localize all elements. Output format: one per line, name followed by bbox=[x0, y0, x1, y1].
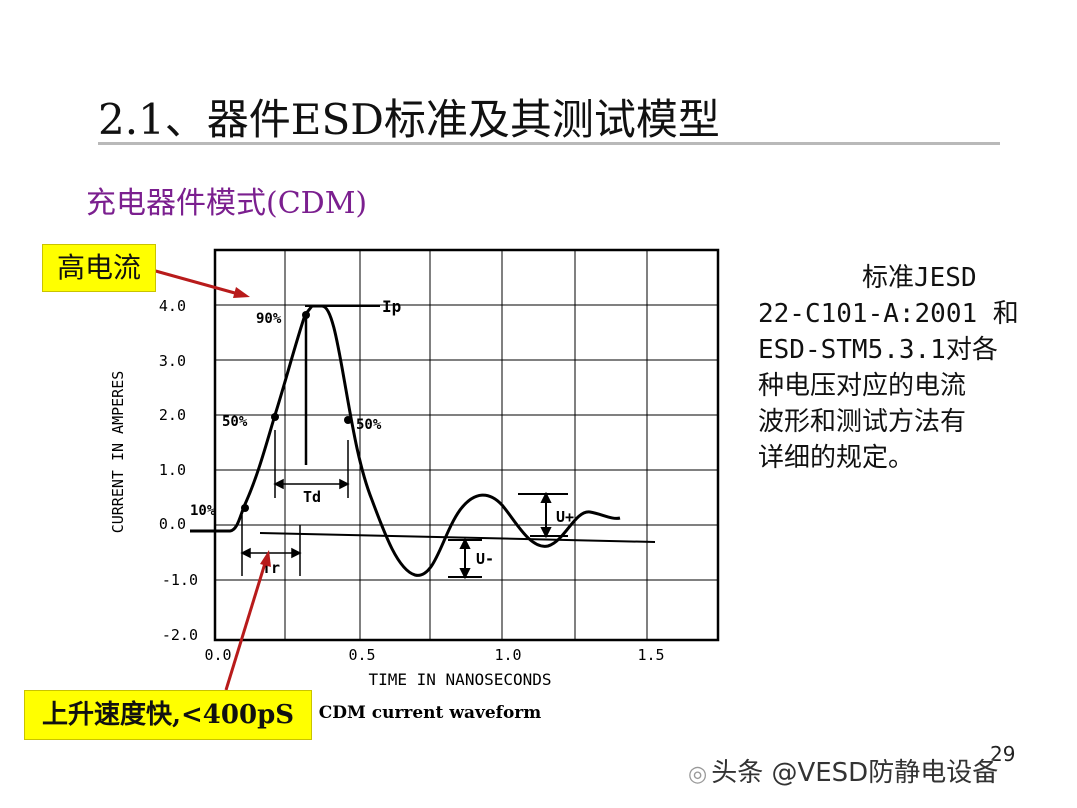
grid bbox=[213, 248, 720, 642]
callout-arrows bbox=[151, 268, 271, 691]
point-50-right-marker bbox=[344, 416, 352, 424]
title-divider bbox=[98, 142, 1000, 145]
waveform-curve bbox=[190, 304, 621, 577]
u-minus-dimension bbox=[448, 537, 482, 580]
description-line: 22-C101-A:2001 和 bbox=[758, 299, 1019, 329]
x-axis-title: TIME IN NANOSECONDS bbox=[368, 670, 551, 689]
y-tick-label: 4.0 bbox=[159, 297, 186, 315]
description-line: 波形和测试方法有 bbox=[758, 407, 967, 437]
watermark: ◎ 头条 @VESD防静电设备 bbox=[688, 752, 998, 789]
description-line: 标准JESD bbox=[862, 263, 977, 293]
label-10: 10% bbox=[190, 503, 216, 519]
x-tick-label: 1.0 bbox=[494, 646, 521, 664]
baseline-line bbox=[259, 532, 656, 543]
td-label: Td bbox=[303, 488, 321, 506]
point-10-marker bbox=[241, 504, 249, 512]
label-90: 90% bbox=[256, 311, 282, 327]
x-tick-label: 0.0 bbox=[204, 646, 231, 664]
u-plus-dimension bbox=[518, 491, 568, 539]
y-tick-label: 0.0 bbox=[159, 515, 186, 533]
section-title: 充电器件模式(CDM) bbox=[86, 186, 368, 221]
td-dimension bbox=[273, 430, 350, 498]
figure-caption: CDM current waveform bbox=[319, 703, 542, 723]
u-plus-label: U+ bbox=[556, 508, 574, 526]
label-50-right: 50% bbox=[356, 417, 382, 433]
toutiao-icon: ◎ bbox=[688, 762, 708, 787]
description-line: 详细的规定。 bbox=[758, 443, 915, 473]
y-tick-label: 2.0 bbox=[159, 406, 186, 424]
ip-label: Ip bbox=[382, 297, 401, 316]
watermark-text: 头条 @VESD防静电设备 bbox=[711, 758, 999, 788]
y-tick-label: 3.0 bbox=[159, 352, 186, 370]
high-current-callout: 高电流 bbox=[42, 244, 156, 292]
label-50-left: 50% bbox=[222, 414, 248, 430]
slide-title: 2.1、器件ESD标准及其测试模型 bbox=[98, 95, 720, 144]
standard-description: 标准JESD 22-C101-A:2001 和 ESD-STM5.3.1对各 种… bbox=[758, 260, 1028, 476]
y-tick-label: -1.0 bbox=[162, 571, 198, 589]
x-tick-label: 1.5 bbox=[637, 646, 664, 664]
tr-dimension bbox=[240, 515, 302, 576]
point-50-left-marker bbox=[271, 413, 279, 421]
u-minus-label: U- bbox=[476, 550, 494, 568]
description-line: ESD-STM5.3.1对各 bbox=[758, 335, 998, 365]
cdm-waveform-figure: 4.0 3.0 2.0 1.0 0.0 -1.0 -2.0 0.0 0.5 1.… bbox=[109, 248, 720, 723]
rise-time-callout: 上升速度快,<400pS bbox=[24, 690, 312, 740]
y-tick-label: 1.0 bbox=[159, 461, 186, 479]
description-line: 种电压对应的电流 bbox=[758, 371, 967, 401]
y-tick-label: -2.0 bbox=[162, 626, 198, 644]
page-number: 29 bbox=[990, 742, 1016, 766]
x-tick-label: 0.5 bbox=[348, 646, 375, 664]
y-axis-title: CURRENT IN AMPERES bbox=[109, 371, 127, 534]
